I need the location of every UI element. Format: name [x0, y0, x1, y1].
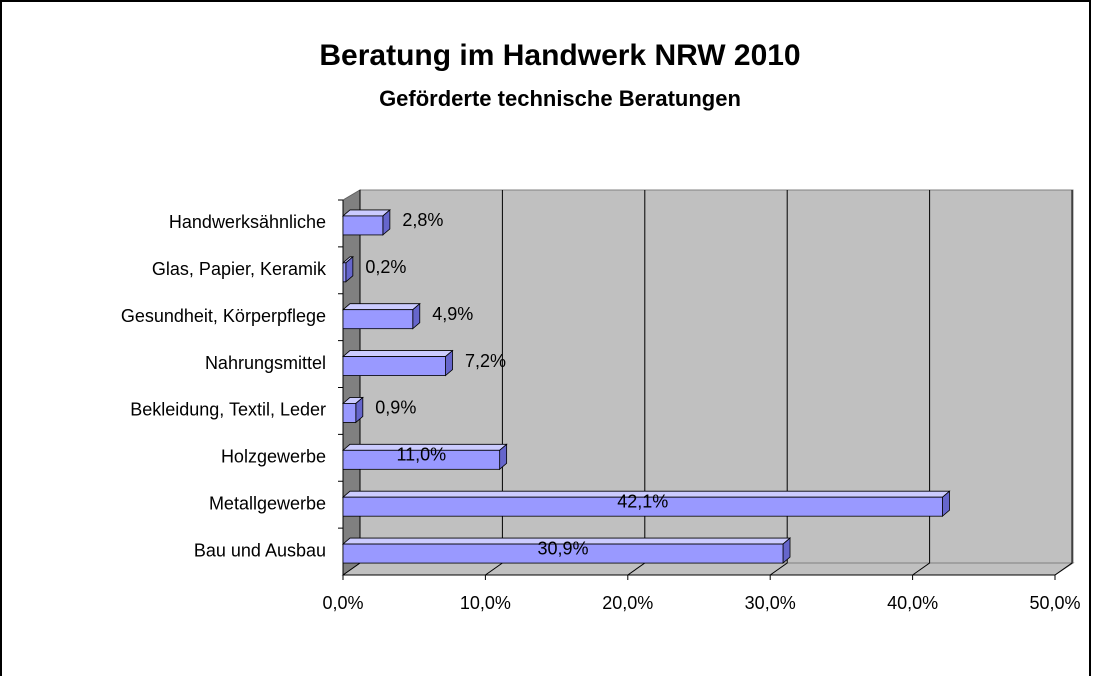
data-label: 30,9%: [537, 538, 588, 558]
x-tick-label: 40,0%: [887, 593, 938, 613]
bar: [342, 449, 501, 470]
bar: [342, 215, 384, 236]
bar-top: [341, 350, 454, 357]
bar: [342, 496, 943, 517]
bar: [342, 543, 784, 564]
data-label: 4,9%: [432, 304, 473, 324]
data-label: 42,1%: [617, 491, 668, 511]
side-wall: [342, 189, 361, 576]
data-label: 11,0%: [396, 445, 446, 465]
grid-line: [769, 190, 788, 576]
bar: [342, 356, 446, 376]
bar: [342, 262, 347, 283]
bar-top: [341, 209, 391, 217]
x-tick-label: 30,0%: [745, 593, 796, 613]
data-label: 7,2%: [465, 351, 506, 371]
data-label: 2,8%: [402, 210, 443, 230]
y-tick-label: Nahrungsmittel: [205, 353, 326, 373]
chart-subtitle: Geförderte technische Beratungen: [379, 86, 741, 111]
floor: [341, 562, 1075, 576]
x-tick-label: 0,0%: [322, 593, 363, 613]
x-tick-label: 50,0%: [1029, 593, 1080, 613]
grid-line: [1054, 190, 1073, 576]
y-tick-label: Bekleidung, Textil, Leder: [130, 400, 326, 420]
x-tick-label: 10,0%: [460, 593, 511, 613]
data-label: 0,2%: [365, 257, 406, 277]
y-tick-label: Metallgewerbe: [209, 493, 326, 513]
grid-line: [912, 190, 931, 576]
chart-title: Beratung im Handwerk NRW 2010: [319, 39, 800, 72]
y-tick-label: Handwerksähnliche: [169, 212, 326, 232]
x-tick-label: 20,0%: [602, 593, 653, 613]
y-tick-label: Glas, Papier, Keramik: [152, 259, 327, 279]
bar: [342, 403, 357, 423]
y-tick-label: Gesundheit, Körperpflege: [121, 306, 326, 326]
y-tick-label: Bau und Ausbau: [194, 540, 326, 560]
bar: [342, 309, 414, 330]
bar-top: [341, 303, 421, 311]
data-label: 0,9%: [375, 398, 416, 418]
y-tick-label: Holzgewerbe: [221, 447, 326, 467]
